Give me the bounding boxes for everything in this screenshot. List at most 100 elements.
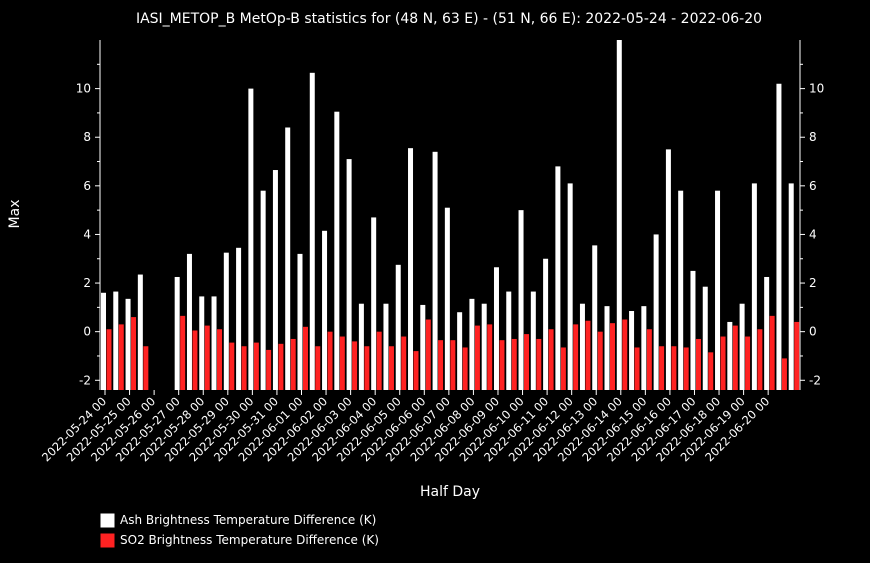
ash-bar-41: [604, 306, 610, 390]
so2-bar-33: [511, 338, 517, 390]
ash-bar-34: [518, 210, 524, 390]
so2-bar-19: [339, 336, 345, 390]
so2-bar-6: [180, 315, 186, 390]
y-tick-label-right-4: 4: [809, 227, 817, 241]
ash-bar-12: [248, 88, 254, 391]
so2-bar-7: [192, 330, 198, 390]
so2-bar-25: [413, 351, 419, 390]
legend-label-ash: Ash Brightness Temperature Difference (K…: [120, 513, 376, 527]
ash-bar-24: [395, 264, 401, 390]
ash-bar-27: [432, 151, 438, 390]
so2-bar-23: [388, 346, 394, 390]
so2-bar-3: [143, 346, 149, 390]
ash-bar-55: [776, 83, 782, 390]
ash-bar-40: [592, 245, 598, 390]
ash-bar-42: [616, 40, 622, 390]
ash-bar-39: [579, 303, 585, 390]
ash-bar-33: [506, 291, 512, 390]
so2-bar-15: [290, 338, 296, 390]
ash-bar-2: [125, 298, 131, 390]
ash-bar-32: [493, 267, 499, 390]
ash-bar-56: [788, 183, 794, 390]
ash-bar-23: [383, 303, 389, 390]
so2-bar-2: [131, 317, 137, 390]
ash-bar-13: [260, 190, 266, 390]
so2-bar-29: [462, 347, 468, 390]
ash-bar-53: [751, 183, 757, 390]
ash-bar-48: [690, 270, 696, 390]
ash-bar-3: [137, 274, 143, 390]
so2-bar-18: [327, 331, 333, 390]
y-tick-label-left--2: -2: [79, 373, 91, 387]
so2-bar-43: [634, 347, 640, 390]
so2-bar-45: [659, 346, 665, 390]
ash-bar-9: [211, 296, 217, 390]
so2-bar-38: [573, 324, 579, 391]
ash-bar-30: [469, 298, 475, 390]
y-tick-label-left-8: 8: [83, 130, 91, 144]
y-tick-label-left-2: 2: [83, 276, 91, 290]
so2-bar-26: [425, 319, 431, 390]
ash-bar-47: [678, 190, 684, 390]
so2-bar-22: [376, 331, 382, 390]
so2-bar-8: [204, 325, 210, 390]
ash-bar-29: [457, 312, 463, 390]
so2-bar-0: [106, 329, 112, 390]
y-tick-label-right-2: 2: [809, 276, 817, 290]
so2-bar-52: [745, 336, 751, 390]
so2-bar-31: [487, 324, 493, 391]
so2-bar-39: [585, 320, 591, 390]
y-tick-label-right-0: 0: [809, 325, 817, 339]
ash-bar-7: [186, 253, 192, 390]
so2-bar-53: [757, 329, 763, 390]
so2-bar-44: [646, 329, 652, 390]
ash-bar-36: [543, 258, 549, 390]
legend: Ash Brightness Temperature Difference (K…: [99, 512, 379, 549]
ash-bar-10: [223, 252, 229, 390]
x-axis-label: Half Day: [420, 484, 480, 500]
y-tick-label-left-6: 6: [83, 179, 91, 193]
ash-bar-6: [174, 276, 180, 390]
ash-bar-22: [371, 217, 377, 390]
ash-bar-0: [101, 292, 106, 390]
y-tick-label-right-8: 8: [809, 130, 817, 144]
so2-bar-16: [302, 326, 308, 390]
so2-bar-40: [597, 331, 603, 390]
legend-label-so2: SO2 Brightness Temperature Difference (K…: [120, 533, 379, 547]
so2-bar-14: [278, 343, 284, 390]
legend-swatch-ash: [99, 512, 116, 529]
so2-bar-41: [610, 323, 616, 390]
so2-bar-32: [499, 340, 505, 390]
ash-bar-28: [444, 207, 450, 390]
so2-bar-46: [671, 346, 677, 390]
so2-bar-20: [352, 341, 358, 390]
ash-bar-25: [408, 148, 414, 390]
so2-bar-42: [622, 319, 628, 390]
so2-bar-10: [229, 342, 235, 390]
ash-bar-37: [555, 166, 561, 390]
so2-bar-13: [266, 349, 272, 390]
ash-bar-15: [285, 127, 291, 390]
ash-bar-19: [334, 111, 340, 390]
so2-bar-12: [253, 342, 259, 390]
so2-bar-30: [474, 325, 480, 390]
ash-bar-1: [113, 291, 119, 390]
ash-bar-45: [653, 234, 659, 390]
ash-bar-44: [641, 306, 647, 390]
so2-bar-55: [781, 358, 787, 390]
so2-bar-47: [683, 347, 689, 390]
so2-bar-17: [315, 346, 321, 390]
so2-bar-56: [794, 321, 800, 390]
ash-bar-8: [199, 296, 205, 390]
so2-bar-1: [118, 324, 124, 391]
y-tick-label-right-10: 10: [809, 82, 824, 96]
ash-bar-31: [481, 303, 487, 390]
so2-bar-34: [524, 334, 530, 390]
y-tick-label-left-4: 4: [83, 227, 91, 241]
so2-bar-21: [364, 346, 370, 390]
so2-bar-9: [217, 329, 223, 390]
ash-bar-50: [715, 190, 721, 390]
y-tick-label-right-6: 6: [809, 179, 817, 193]
